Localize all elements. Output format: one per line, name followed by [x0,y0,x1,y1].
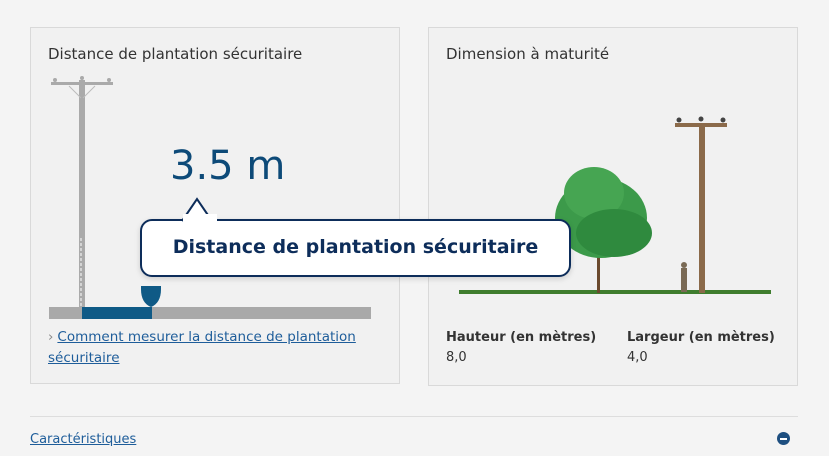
pole-illustration [49,76,371,319]
maturity-card: Dimension à maturité Hauteur (en mètres)… [428,27,798,386]
divider [30,416,798,417]
how-to-measure-link[interactable]: › Comment mesurer la distance de plantati… [48,329,356,366]
tooltip-text: Distance de plantation sécuritaire [172,236,539,258]
height-label: Hauteur (en mètres) [446,330,597,345]
width-value: 4,0 [627,350,648,365]
tree-pole-illustration [459,116,771,294]
chevron-right-icon: › [48,329,54,345]
width-label: Largeur (en mètres) [627,330,775,345]
minus-circle-icon[interactable] [777,432,790,445]
tooltip: Distance de plantation sécuritaire [140,219,571,277]
card-title: Distance de plantation sécuritaire [48,45,303,63]
safe-distance-value: 3.5 m [170,143,286,189]
safe-distance-card: Distance de plantation sécuritaire 3.5 m… [30,27,400,384]
characteristics-link[interactable]: Caractéristiques [30,432,137,447]
card-title: Dimension à maturité [446,45,610,63]
tooltip-pointer-mask [183,214,217,222]
height-value: 8,0 [446,350,467,365]
